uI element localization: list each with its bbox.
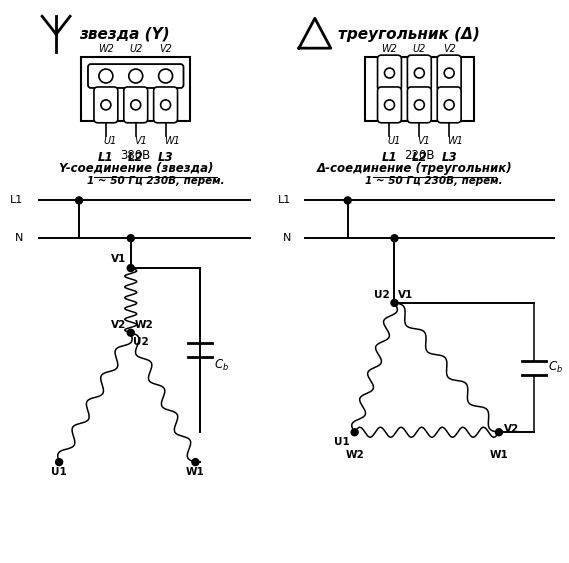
Circle shape [129, 69, 143, 83]
FancyBboxPatch shape [437, 55, 461, 91]
Bar [365, 57, 474, 121]
Text: W2: W2 [382, 43, 397, 53]
Text: U1: U1 [334, 437, 350, 447]
Text: V2: V2 [110, 320, 126, 330]
Text: $C_b$: $C_b$ [215, 358, 229, 373]
Text: U2: U2 [133, 337, 149, 347]
FancyBboxPatch shape [124, 87, 148, 123]
Circle shape [344, 197, 351, 204]
Text: N: N [283, 233, 291, 243]
Text: V1: V1 [134, 136, 147, 146]
Circle shape [127, 235, 134, 242]
FancyBboxPatch shape [88, 64, 183, 88]
Bar [81, 57, 191, 121]
FancyBboxPatch shape [437, 87, 461, 123]
Circle shape [414, 100, 424, 110]
FancyBboxPatch shape [378, 87, 401, 123]
Circle shape [385, 100, 394, 110]
Circle shape [385, 68, 394, 78]
Circle shape [101, 100, 111, 110]
Circle shape [56, 459, 63, 466]
Text: V2: V2 [159, 43, 172, 53]
Text: V1: V1 [417, 136, 430, 146]
Text: U1: U1 [387, 136, 401, 146]
Text: V2: V2 [504, 425, 519, 434]
Text: W1: W1 [447, 136, 463, 146]
Text: Y-соединение (звезда): Y-соединение (звезда) [59, 162, 213, 175]
Circle shape [444, 100, 454, 110]
Text: треугольник (Δ): треугольник (Δ) [338, 26, 480, 42]
Text: U1: U1 [51, 467, 67, 477]
Text: W2: W2 [135, 320, 154, 330]
Text: Δ-соединение (треугольник): Δ-соединение (треугольник) [316, 162, 512, 175]
Text: 1 ~ 50 Гц 230В, перем.: 1 ~ 50 Гц 230В, перем. [365, 176, 503, 186]
Text: U2: U2 [129, 43, 142, 53]
Text: $C_b$: $C_b$ [548, 360, 563, 375]
Circle shape [444, 68, 454, 78]
Text: L3: L3 [158, 151, 174, 164]
Circle shape [391, 235, 398, 242]
Text: L1: L1 [382, 151, 397, 164]
FancyBboxPatch shape [378, 55, 401, 91]
Text: V2: V2 [443, 43, 456, 53]
Text: V1: V1 [110, 254, 126, 264]
Text: W2: W2 [98, 43, 114, 53]
Text: 1 ~ 50 Гц 230В, перем.: 1 ~ 50 Гц 230В, перем. [87, 176, 224, 186]
Text: V1: V1 [398, 290, 414, 300]
Text: L1: L1 [10, 195, 23, 205]
Circle shape [159, 69, 172, 83]
Circle shape [127, 265, 134, 271]
FancyBboxPatch shape [407, 87, 431, 123]
Circle shape [131, 100, 141, 110]
Text: W2: W2 [345, 450, 364, 460]
Text: U2: U2 [413, 43, 426, 53]
Text: L2: L2 [128, 151, 143, 164]
Text: L3: L3 [442, 151, 457, 164]
Circle shape [127, 329, 134, 336]
Text: L1: L1 [278, 195, 291, 205]
Text: 220В: 220В [404, 149, 435, 162]
Text: U1: U1 [104, 136, 117, 146]
Circle shape [160, 100, 171, 110]
FancyBboxPatch shape [407, 55, 431, 91]
Text: N: N [15, 233, 23, 243]
Circle shape [76, 197, 83, 204]
Circle shape [496, 429, 502, 436]
Circle shape [192, 459, 199, 466]
Text: W1: W1 [164, 136, 179, 146]
FancyBboxPatch shape [94, 87, 118, 123]
Text: L1: L1 [98, 151, 114, 164]
Circle shape [99, 69, 113, 83]
Circle shape [391, 300, 398, 306]
Text: W1: W1 [489, 450, 508, 460]
FancyBboxPatch shape [154, 87, 178, 123]
Circle shape [414, 68, 424, 78]
Text: L2: L2 [411, 151, 427, 164]
Circle shape [351, 429, 358, 436]
Text: W1: W1 [186, 467, 205, 477]
Text: 380В: 380В [121, 149, 151, 162]
Text: звезда (Y): звезда (Y) [79, 26, 170, 42]
Text: U2: U2 [374, 290, 389, 300]
